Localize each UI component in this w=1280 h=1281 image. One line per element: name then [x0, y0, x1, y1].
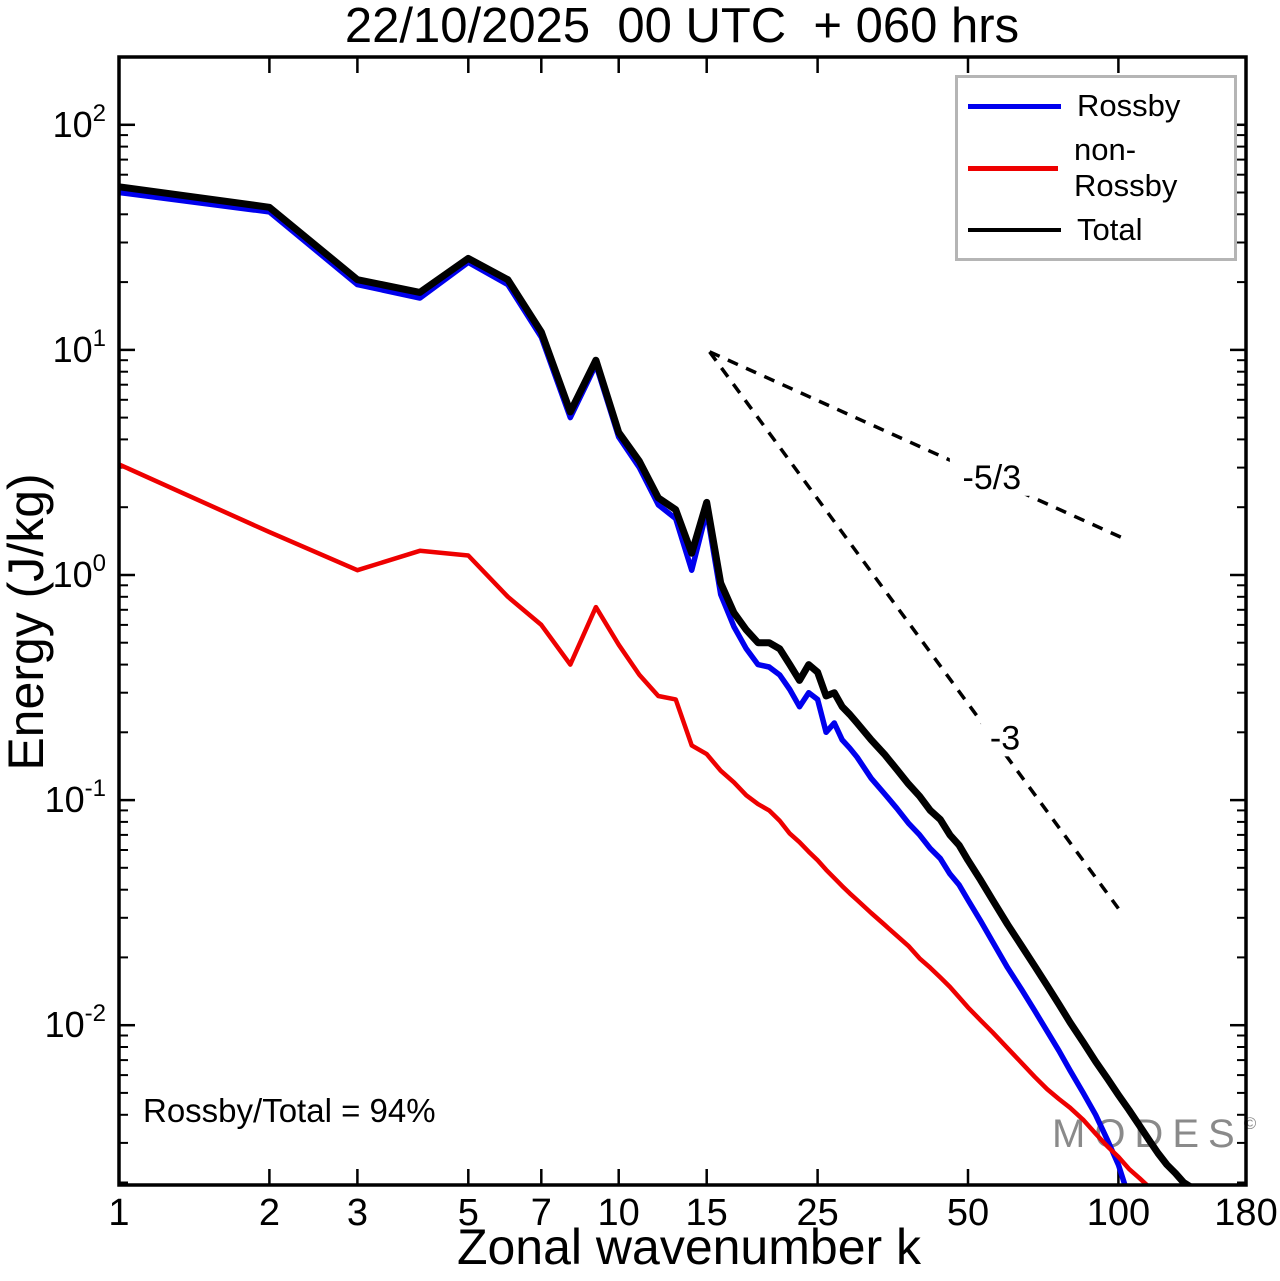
series-total-line: [118, 183, 1195, 1186]
x-tick-label: 25: [796, 1192, 838, 1234]
slope-label-backing: [981, 718, 1030, 757]
legend: Rossby non-Rossby Total: [955, 75, 1237, 261]
non-rossby-line-sample: [968, 165, 1058, 171]
rossby-total-ratio-annotation: Rossby/Total = 94%: [143, 1092, 436, 1129]
x-tick-label: 10: [598, 1192, 640, 1234]
x-tick-label: 15: [686, 1192, 728, 1234]
y-tick-label: 100: [53, 550, 106, 595]
slope-label-backing: [949, 457, 1034, 496]
x-tick-label: 5: [458, 1192, 479, 1234]
page-title: 22/10/2025 00 UTC + 060 hrs: [344, 0, 1020, 53]
slope--5/3-label: -5/3: [963, 459, 1022, 497]
legend-label-total: Total: [1077, 212, 1143, 247]
plot-frame: [117, 55, 1248, 1187]
series-non-rossby-line: [118, 462, 1150, 1186]
rossby-line-sample: [968, 103, 1061, 109]
y-tick-label: 101: [53, 325, 106, 370]
y-tick-label: 10-2: [45, 1000, 106, 1045]
slope--3-line: [708, 350, 1120, 910]
x-tick-label: 50: [947, 1192, 989, 1234]
series-group: [118, 183, 1195, 1186]
x-tick-label: 100: [1087, 1192, 1150, 1234]
x-tick-label: 180: [1214, 1192, 1277, 1234]
y-tick-label: 102: [53, 100, 106, 145]
legend-label-rossby: Rossby: [1077, 88, 1181, 123]
x-tick-label: 2: [259, 1192, 280, 1234]
y-axis-label: Energy (J/kg): [0, 473, 54, 771]
x-tick-label: 1: [108, 1192, 129, 1234]
legend-item-non-rossby: non-Rossby: [958, 132, 1234, 204]
slope--5/3-line: [708, 350, 1124, 540]
x-tick-label: 3: [347, 1192, 368, 1234]
y-tick-label: 10-1: [45, 775, 106, 820]
x-tick-label: 7: [531, 1192, 552, 1234]
total-line-sample: [968, 228, 1061, 232]
slope--3-label: -3: [990, 719, 1020, 757]
x-axis-label: Zonal wavenumber k: [456, 1219, 922, 1275]
legend-item-total: Total: [958, 212, 1234, 248]
series-rossby-line: [118, 189, 1128, 1186]
legend-label-non-rossby: non-Rossby: [1073, 132, 1178, 203]
legend-item-rossby: Rossby: [958, 88, 1234, 124]
